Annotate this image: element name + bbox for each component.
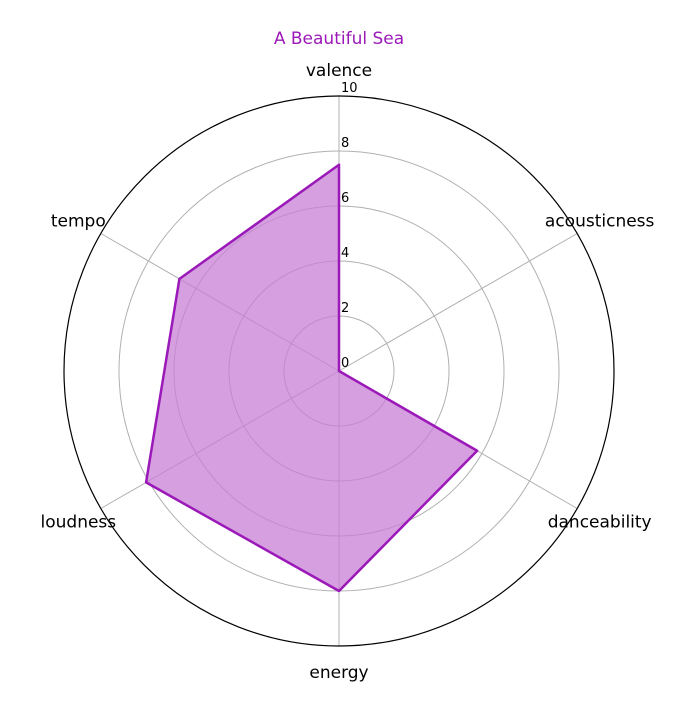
- axis-label-tempo: tempo: [51, 212, 106, 232]
- tick-layer: 0 2 4 6 8 10: [341, 81, 358, 371]
- tick-label-0: 0: [341, 356, 349, 371]
- axis-label-danceability: danceability: [548, 513, 652, 533]
- axis-label-acousticness: acousticness: [545, 212, 655, 232]
- tick-label-6: 6: [341, 191, 349, 206]
- chart-title: A Beautiful Sea: [274, 29, 404, 49]
- spoke-acousticness: [338, 233, 578, 372]
- label-layer: valence acousticness danceability energy lou…: [41, 61, 655, 683]
- tick-label-4: 4: [341, 246, 349, 261]
- tick-label-8: 8: [341, 136, 349, 151]
- axis-label-loudness: loudness: [41, 513, 117, 533]
- axis-label-energy: energy: [309, 663, 368, 683]
- series-layer: [144, 163, 479, 593]
- outer-ring: [63, 95, 615, 647]
- tick-label-10: 10: [341, 81, 358, 96]
- series-area: [146, 164, 478, 591]
- axis-label-valence: valence: [306, 61, 372, 81]
- tick-label-2: 2: [341, 301, 349, 316]
